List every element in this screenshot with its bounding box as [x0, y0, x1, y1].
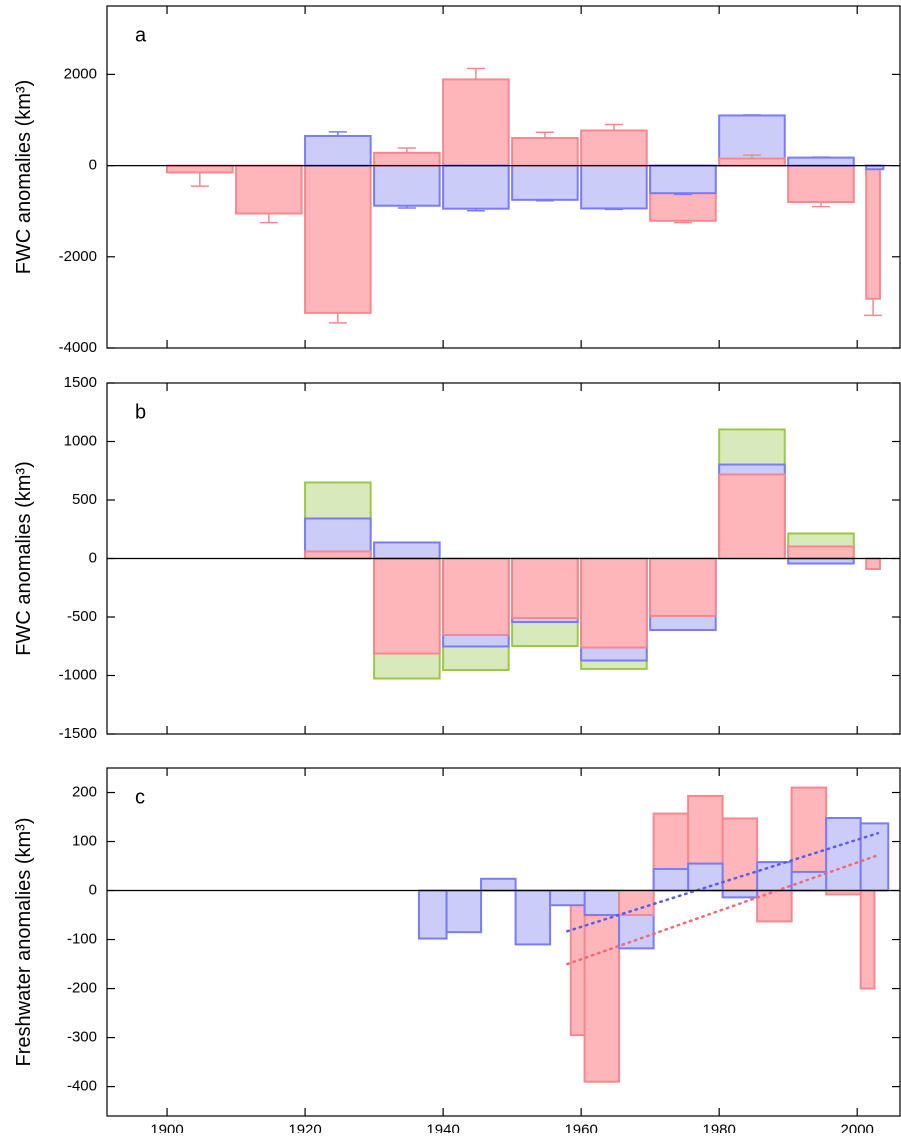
error-bar	[260, 213, 278, 222]
y-tick-label: -1000	[59, 666, 97, 683]
error-bar	[467, 68, 485, 79]
bar	[585, 891, 620, 916]
error-bar	[191, 172, 209, 186]
bar	[788, 166, 854, 202]
panel-label: c	[135, 786, 145, 808]
bar	[481, 879, 516, 891]
bar	[443, 166, 509, 209]
bar	[585, 891, 620, 1082]
bar	[305, 166, 371, 313]
bar	[788, 546, 854, 558]
y-tick-label: -1500	[59, 725, 97, 742]
error-bar	[329, 313, 347, 323]
bar	[719, 159, 785, 166]
x-tick-label: 1940	[426, 1121, 459, 1133]
bar	[443, 79, 509, 165]
x-tick-label: 1920	[288, 1121, 321, 1133]
bar	[512, 138, 578, 166]
bar	[581, 130, 647, 165]
bar	[512, 559, 578, 619]
y-tick-label: 1500	[64, 374, 97, 391]
panel-label: b	[135, 401, 146, 423]
panel-label: a	[135, 24, 147, 46]
y-tick-label: -500	[67, 608, 97, 625]
y-tick-label: -300	[67, 1029, 97, 1046]
bar	[650, 559, 716, 616]
bar	[788, 559, 854, 564]
bar	[374, 166, 440, 206]
y-tick-label: -100	[67, 931, 97, 948]
bar	[866, 166, 880, 299]
x-tick-label: 1900	[150, 1121, 183, 1133]
x-tick-label: 2000	[841, 1121, 874, 1133]
bar	[374, 542, 440, 558]
y-tick-label: 2000	[64, 65, 97, 82]
y-tick-label: 500	[72, 491, 97, 508]
bar	[650, 166, 716, 194]
plot-frame	[107, 768, 900, 1116]
bar	[619, 891, 654, 916]
bar	[305, 136, 371, 166]
bar	[719, 474, 785, 558]
bar	[447, 891, 482, 933]
bar	[516, 891, 551, 945]
x-tick-label: 1960	[564, 1121, 597, 1133]
bar	[581, 166, 647, 209]
bar	[305, 551, 371, 558]
y-tick-label: -4000	[59, 339, 97, 356]
y-axis-label: Freshwater anomalies (km³)	[13, 818, 35, 1067]
bar	[374, 153, 440, 166]
bar	[236, 166, 302, 214]
bar	[826, 818, 861, 891]
bar	[788, 158, 854, 166]
bar	[419, 891, 447, 939]
y-tick-label: -2000	[59, 248, 97, 265]
y-tick-label: 100	[72, 832, 97, 849]
bar	[861, 891, 875, 989]
y-axis-label: FWC anomalies (km³)	[13, 461, 35, 655]
y-tick-label: 0	[89, 157, 97, 174]
bar	[757, 891, 792, 922]
bar	[866, 559, 880, 570]
x-tick-label: 1980	[702, 1121, 735, 1133]
bar	[512, 166, 578, 200]
bar	[688, 864, 723, 891]
y-tick-label: -400	[67, 1078, 97, 1095]
bar	[581, 559, 647, 648]
y-axis-label: FWC anomalies (km³)	[13, 80, 35, 274]
bar	[723, 891, 758, 898]
error-bar	[864, 299, 882, 316]
y-tick-label: 0	[89, 549, 97, 566]
bar	[654, 869, 689, 891]
y-tick-label: 1000	[64, 432, 97, 449]
bar	[374, 559, 440, 654]
y-tick-label: 200	[72, 783, 97, 800]
y-tick-label: -200	[67, 980, 97, 997]
bar	[167, 166, 233, 173]
bar	[443, 559, 509, 636]
y-tick-label: 0	[89, 882, 97, 899]
bar	[550, 891, 585, 906]
